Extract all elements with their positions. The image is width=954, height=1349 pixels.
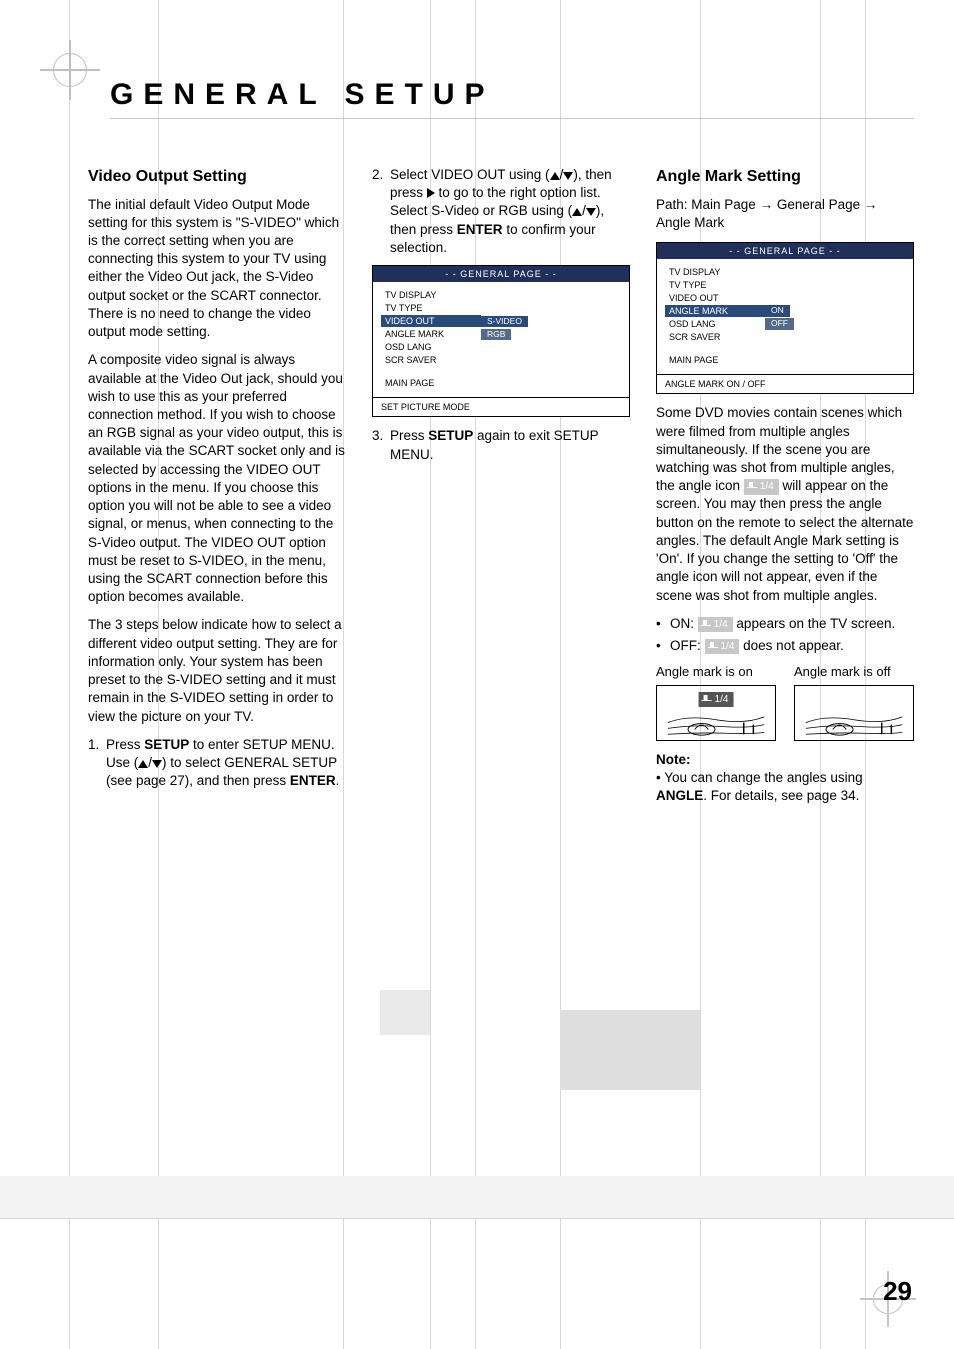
- note: Note: • You can change the angles using …: [656, 751, 914, 806]
- text-part: . For details, see page 34.: [703, 788, 859, 803]
- text-part: You can change the angles using: [664, 770, 862, 785]
- body-text: A composite video signal is always avail…: [88, 351, 346, 606]
- angle-icon: 1/4: [699, 692, 734, 708]
- osd-menu: TV DISPLAYTV TYPEVIDEO OUTS-VIDEOANGLE M…: [381, 288, 621, 366]
- osd-item: ANGLE MARK: [665, 305, 765, 317]
- text-part: will appear on the screen. You may then …: [656, 478, 913, 602]
- osd-bottom: SET PICTURE MODE: [373, 397, 629, 416]
- osd-item: SCR SAVER: [381, 354, 481, 366]
- step-number: 2.: [372, 166, 383, 184]
- bg-block: [380, 990, 430, 1035]
- step-1: 1. Press SETUP to enter SETUP MENU. Use …: [88, 736, 346, 791]
- caption-on: Angle mark is on: [656, 663, 776, 681]
- content-columns: Video Output Setting The initial default…: [88, 166, 914, 815]
- bullet-off: OFF: 1/4 does not appear.: [656, 637, 914, 655]
- osd-header: - - GENERAL PAGE - -: [657, 243, 913, 259]
- illustration-captions: Angle mark is on Angle mark is off: [656, 663, 914, 681]
- step-number: 1.: [88, 736, 99, 754]
- bold-text: ANGLE: [656, 788, 703, 803]
- bold-text: ENTER: [290, 773, 336, 788]
- osd-main-page: MAIN PAGE: [665, 354, 765, 366]
- body-text: The 3 steps below indicate how to select…: [88, 616, 346, 725]
- up-arrow-icon: [572, 208, 582, 216]
- bg-block: [0, 1176, 954, 1218]
- osd-item: TV TYPE: [665, 279, 765, 291]
- note-heading: Note:: [656, 752, 691, 767]
- osd-general-page-angle: - - GENERAL PAGE - - TV DISPLAYTV TYPEVI…: [656, 242, 914, 394]
- text-part: appears on the TV screen.: [733, 616, 896, 631]
- osd-item: OSD LANG: [665, 318, 765, 330]
- text-part: ON:: [670, 616, 698, 631]
- osd-bottom: ANGLE MARK ON / OFF: [657, 374, 913, 393]
- up-arrow-icon: [138, 760, 148, 768]
- column-3: Angle Mark Setting Path: Main Page Gener…: [656, 166, 914, 815]
- osd-general-page-video: - - GENERAL PAGE - - TV DISPLAYTV TYPEVI…: [372, 265, 630, 417]
- up-arrow-icon: [550, 172, 560, 180]
- down-arrow-icon: [152, 760, 162, 768]
- step-number: 3.: [372, 427, 383, 445]
- illustration-row: 1/4: [656, 685, 914, 741]
- video-output-heading: Video Output Setting: [88, 166, 346, 188]
- step-text: Select VIDEO OUT using (: [390, 167, 550, 182]
- registration-mark-icon: [40, 40, 100, 100]
- osd-option: OFF: [765, 318, 794, 329]
- step-text: .: [336, 773, 340, 788]
- osd-item: VIDEO OUT: [665, 292, 765, 304]
- text-part: OFF:: [670, 638, 705, 653]
- path-part: Angle Mark: [656, 215, 724, 230]
- step-3: 3. Press SETUP again to exit SETUP MENU.: [372, 427, 630, 463]
- step-2: 2. Select VIDEO OUT using (/), then pres…: [372, 166, 630, 257]
- step-text: Press: [106, 737, 144, 752]
- osd-item: VIDEO OUT: [381, 315, 481, 327]
- grid-line: [69, 0, 70, 1349]
- right-arrow-icon: [864, 196, 878, 214]
- angle-icon: 1/4: [705, 639, 740, 655]
- page-number: 29: [883, 1274, 912, 1309]
- path-text: Path: Main Page General Page Angle Mark: [656, 196, 914, 232]
- body-text: Some DVD movies contain scenes which wer…: [656, 404, 914, 604]
- down-arrow-icon: [563, 172, 573, 180]
- angle-mark-heading: Angle Mark Setting: [656, 166, 914, 188]
- illustration-angle-on: 1/4: [656, 685, 776, 741]
- right-arrow-icon: [427, 188, 435, 198]
- osd-item: SCR SAVER: [665, 331, 765, 343]
- body-text: The initial default Video Output Mode se…: [88, 196, 346, 342]
- step-text: Press: [390, 428, 428, 443]
- osd-item: TV DISPLAY: [665, 266, 765, 278]
- osd-option: ON: [765, 305, 790, 316]
- down-arrow-icon: [586, 208, 596, 216]
- osd-item: OSD LANG: [381, 341, 481, 353]
- path-part: General Page: [773, 197, 864, 212]
- column-2: 2. Select VIDEO OUT using (/), then pres…: [372, 166, 630, 815]
- bullet-on: ON: 1/4 appears on the TV screen.: [656, 615, 914, 633]
- osd-item: ANGLE MARK: [381, 328, 481, 340]
- title-rule: [110, 118, 914, 119]
- caption-off: Angle mark is off: [794, 663, 914, 681]
- illustration-angle-off: [794, 685, 914, 741]
- column-1: Video Output Setting The initial default…: [88, 166, 346, 815]
- grid-line: [0, 1218, 954, 1219]
- osd-option: RGB: [481, 329, 511, 340]
- osd-header: - - GENERAL PAGE - -: [373, 266, 629, 282]
- osd-item: TV TYPE: [381, 302, 481, 314]
- osd-main-page: MAIN PAGE: [381, 377, 481, 389]
- bold-text: ENTER: [457, 222, 503, 237]
- osd-menu: TV DISPLAYTV TYPEVIDEO OUTANGLE MARKONOS…: [665, 265, 905, 343]
- bg-block: [560, 1010, 700, 1090]
- path-part: Path: Main Page: [656, 197, 760, 212]
- text-part: does not appear.: [739, 638, 843, 653]
- osd-item: TV DISPLAY: [381, 289, 481, 301]
- bold-text: SETUP: [144, 737, 189, 752]
- right-arrow-icon: [760, 196, 774, 214]
- page-title: GENERAL SETUP: [110, 75, 495, 116]
- bold-text: SETUP: [428, 428, 473, 443]
- angle-icon: 1/4: [698, 617, 733, 633]
- angle-icon: 1/4: [744, 479, 779, 495]
- osd-option: S-VIDEO: [481, 316, 528, 327]
